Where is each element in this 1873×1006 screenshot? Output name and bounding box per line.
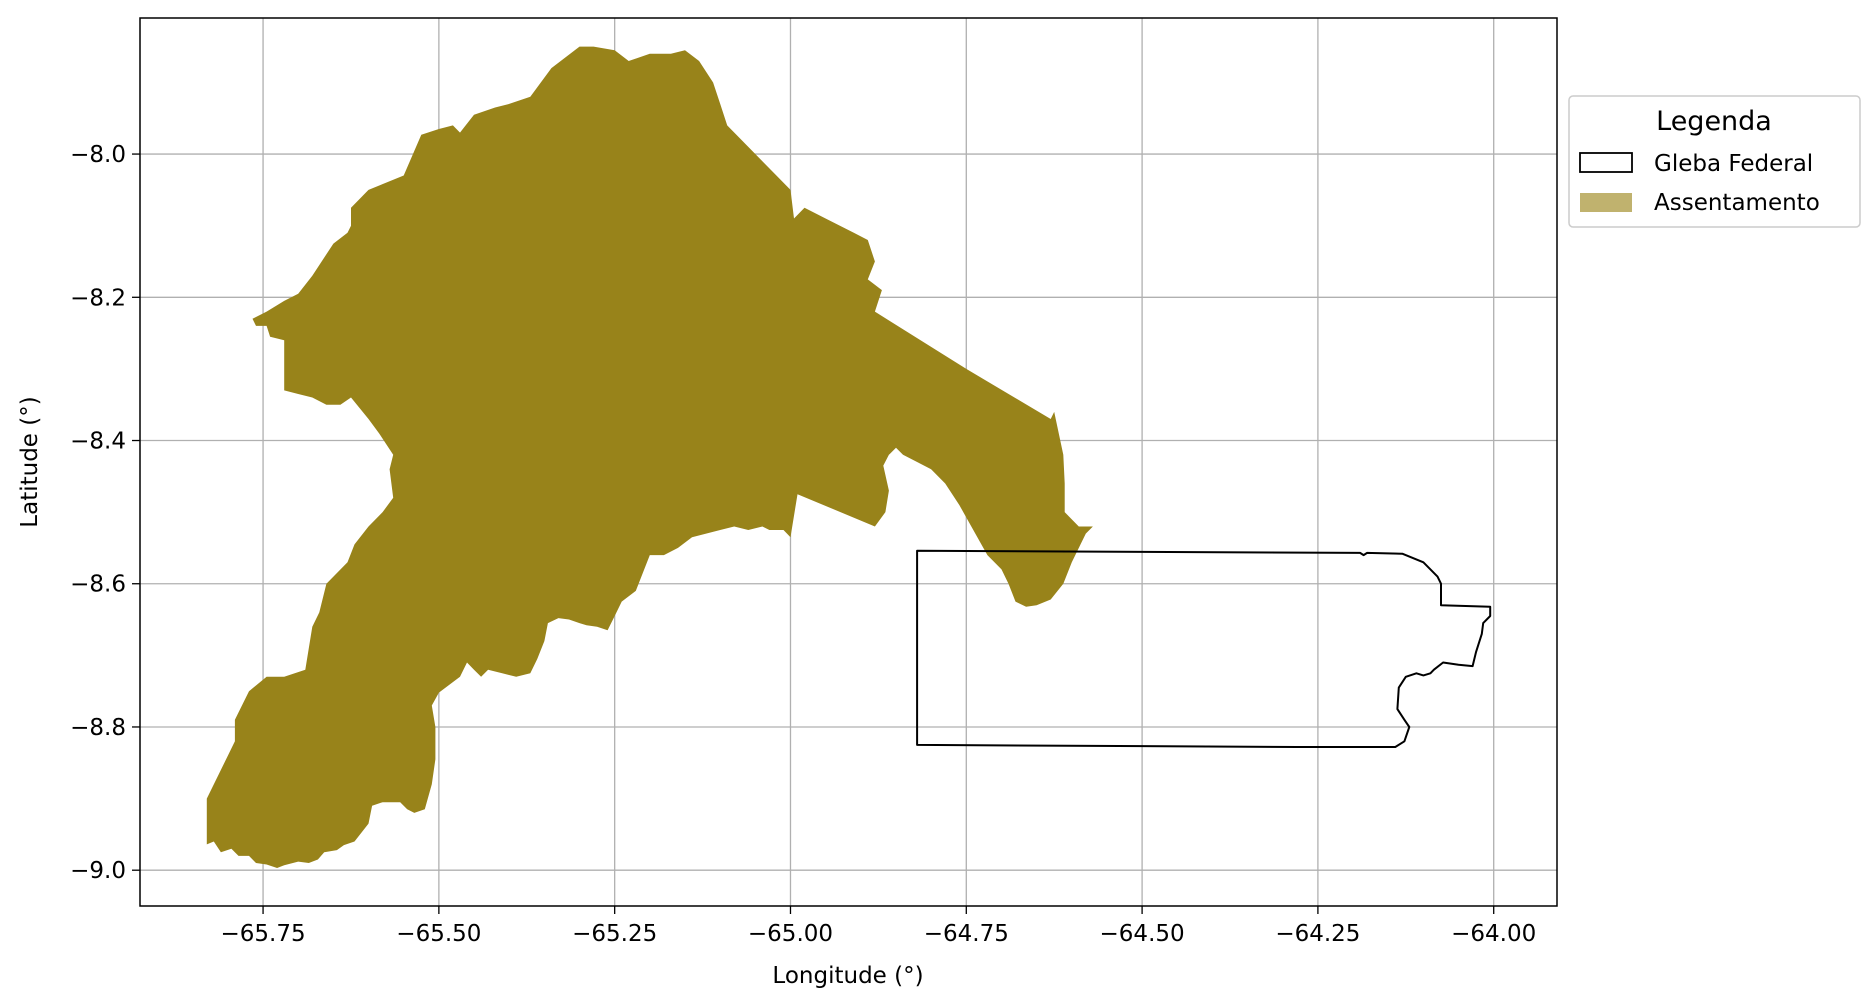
legend-swatch-gleba-federal: [1579, 152, 1633, 173]
x-tick-label: −65.00: [748, 921, 833, 947]
legend-frame: [1568, 95, 1861, 228]
x-tick-label: −64.25: [1275, 921, 1360, 947]
x-tick-label: −64.00: [1451, 921, 1536, 947]
y-tick-label: −8.0: [70, 142, 126, 168]
plot-frame: [139, 17, 1558, 907]
y-tick-label: −8.4: [70, 429, 126, 455]
gleba-federal-polygon: [916, 549, 1492, 748]
y-tick-label: −9.0: [70, 858, 126, 884]
axis-ticks: −65.75 −65.50 −65.25 −65.00 −64.75 −64.50 −64.…: [70, 142, 1536, 947]
y-tick-label: −8.8: [70, 715, 126, 741]
x-axis-label: Longitude (°): [772, 963, 923, 989]
legend-label-gleba-federal: Gleba Federal: [1654, 151, 1813, 177]
assentamento-polygon: [206, 46, 1093, 869]
x-tick-label: −64.50: [1100, 921, 1185, 947]
y-tick-label: −8.2: [70, 285, 126, 311]
x-tick-label: −64.75: [924, 921, 1009, 947]
legend-swatch-assentamento: [1580, 193, 1632, 212]
legend-title: Legenda: [1656, 106, 1772, 137]
x-tick-label: −65.25: [572, 921, 657, 947]
legend-label-assentamento: Assentamento: [1654, 190, 1820, 216]
y-axis-label: Latitude (°): [17, 396, 43, 527]
legend: Legenda Gleba Federal Assentamento: [1568, 95, 1861, 228]
x-tick-label: −65.75: [221, 921, 306, 947]
map-layers: [206, 46, 1492, 869]
y-tick-label: −8.6: [70, 572, 126, 598]
x-tick-label: −65.50: [396, 921, 481, 947]
